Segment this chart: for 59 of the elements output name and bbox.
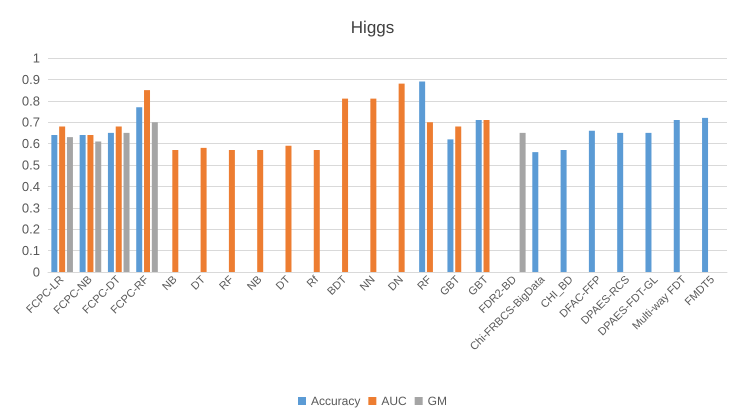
bar [419,82,426,272]
x-tick-label: DN [386,274,406,294]
bar [66,137,73,272]
y-tick-label: 0.7 [22,114,40,130]
chart-title: Higgs [350,18,394,37]
x-tick-label: DT [189,274,208,293]
bar [95,141,102,272]
bar [588,130,595,272]
bar [702,118,708,272]
y-tick-label: 0.5 [22,158,40,172]
bar [532,152,538,272]
bar [370,98,376,272]
bar [285,146,292,272]
bar [116,126,122,272]
bar [426,122,433,272]
bar [520,132,526,272]
y-tick-label: 0.2 [22,222,40,237]
bar [560,150,567,272]
bar [398,84,405,272]
x-tick-label: NB [245,274,264,294]
bar [476,120,482,272]
x-tick-label: DT [274,274,293,293]
x-tick-label: NB [160,274,180,294]
bar [172,150,178,272]
y-tick-label: 0 [32,264,40,280]
bar [314,150,320,272]
bar [80,135,86,272]
legend-label: AUC [381,394,408,408]
legend-label: GM [428,394,448,408]
bar [228,150,235,272]
x-tick-label: RF [415,274,434,293]
bar [152,122,158,272]
bar [144,90,150,272]
bar [342,98,348,272]
x-tick-label: Rf [304,273,322,290]
bar [674,120,680,272]
bar [645,132,652,272]
bar [484,120,490,272]
bar [136,107,142,272]
bar [87,135,94,272]
y-tick-label: 0.9 [22,72,40,87]
bar [455,126,462,272]
x-tick-label: RF [217,274,236,293]
y-tick-label: 0.3 [22,200,40,216]
bar [200,148,207,272]
legend-label: Accuracy [310,394,360,408]
bar [257,150,264,272]
bar [617,132,624,272]
y-tick-label: 0.1 [22,243,40,258]
y-tick-label: 0.4 [22,178,40,194]
y-tick-label: 0.8 [22,93,40,108]
bar [51,135,58,272]
bar [108,132,114,272]
x-tick-label: NN [358,274,378,294]
y-tick-label: 1 [32,50,40,66]
y-tick-label: 0.6 [22,136,40,152]
bar [124,132,130,272]
bar [447,139,454,272]
bar [59,126,66,272]
